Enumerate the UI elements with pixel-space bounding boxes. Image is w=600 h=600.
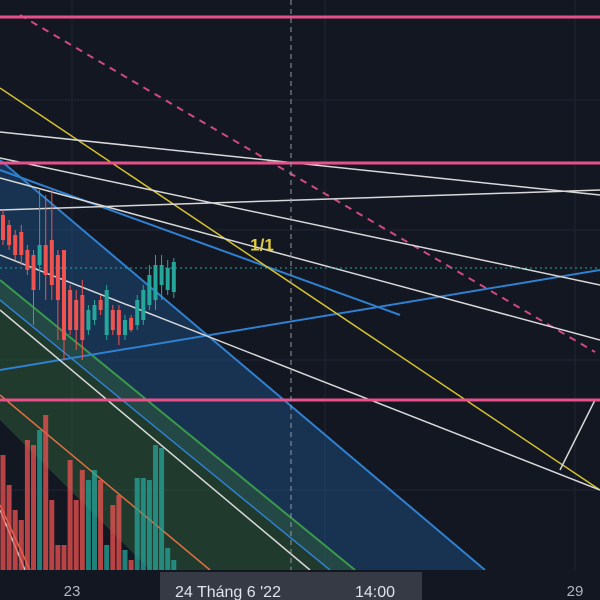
volume-bar: [171, 560, 177, 570]
volume-bar: [18, 520, 24, 570]
candle-body: [86, 310, 91, 330]
candle-body: [49, 240, 54, 285]
volume-bar: [92, 470, 97, 570]
volume-bar: [116, 495, 122, 570]
candle-body: [159, 265, 164, 285]
volume-bar: [55, 545, 61, 570]
candle-body: [19, 232, 24, 255]
volume-bar: [140, 478, 146, 570]
candle-body: [153, 265, 158, 300]
annotation: 1/1: [250, 235, 274, 254]
candle-body: [1, 215, 5, 240]
series: [0, 190, 177, 570]
volume-bar: [49, 500, 55, 570]
candle-body: [104, 290, 109, 335]
crosshair-time: 14:00: [355, 584, 395, 600]
volume-bar: [134, 478, 140, 570]
volume-bar: [12, 510, 18, 570]
candle-body: [55, 255, 60, 300]
candle-body: [68, 290, 73, 330]
candle-body: [43, 245, 48, 275]
candle-body: [141, 290, 146, 320]
volume-bar: [128, 560, 134, 570]
volume-bar: [110, 505, 116, 570]
volume-bar: [146, 480, 152, 570]
volume-bar: [79, 470, 85, 570]
volume-bar: [165, 548, 171, 570]
drawings: [0, 0, 600, 571]
candle-body: [7, 225, 12, 245]
candle-body: [110, 310, 115, 330]
candle-body: [31, 255, 36, 290]
candle-body: [147, 275, 152, 305]
candle-body: [135, 300, 140, 325]
volume-bar: [104, 545, 110, 570]
candle-body: [116, 310, 121, 335]
volume-bar: [31, 445, 36, 570]
candle-body: [80, 295, 85, 340]
candle-body: [13, 235, 18, 255]
volume-bar: [122, 550, 128, 570]
x-tick-label: 23: [64, 583, 81, 600]
candle-body: [165, 268, 170, 290]
volume-bar: [67, 460, 73, 570]
volume-bar: [0, 455, 6, 570]
candle-body: [129, 318, 134, 330]
volume-bar: [85, 480, 91, 570]
candle-body: [98, 300, 103, 310]
volume-bar: [98, 480, 104, 570]
volume-bar: [61, 545, 67, 570]
volume-bar: [43, 415, 49, 570]
crosshair-label-box: [160, 572, 422, 600]
candle-body: [62, 250, 66, 340]
candle-body: [92, 305, 97, 320]
volume-bar: [24, 440, 30, 570]
volume-bar: [73, 500, 79, 570]
crosshair-date: 24 Tháng 6 '22: [175, 584, 281, 600]
candle-body: [25, 250, 30, 270]
volume-bar: [159, 448, 165, 570]
volume-bar: [37, 430, 43, 570]
candle-body: [37, 245, 42, 265]
x-tick-label: 29: [567, 583, 584, 600]
candle-body: [74, 300, 79, 330]
volume-bar: [6, 485, 12, 570]
candle-body: [123, 320, 127, 335]
volume-bar: [153, 445, 158, 570]
candle-body: [171, 262, 176, 292]
